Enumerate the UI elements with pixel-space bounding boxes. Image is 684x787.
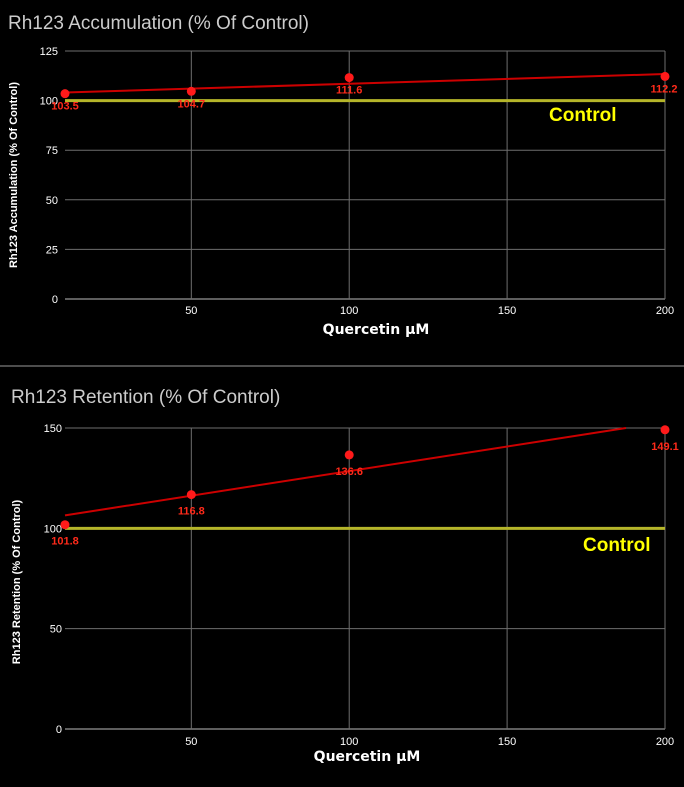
x-tick-label: 50 bbox=[185, 305, 197, 317]
y-tick-label: 0 bbox=[52, 294, 58, 306]
data-label: 101.8 bbox=[51, 536, 79, 548]
chart-title: Rh123 Accumulation (% Of Control) bbox=[8, 13, 309, 34]
x-tick-label: 150 bbox=[498, 736, 516, 748]
control-label: Control bbox=[583, 535, 651, 556]
control-label: Control bbox=[549, 105, 617, 126]
data-point bbox=[344, 73, 354, 83]
y-tick-label: 50 bbox=[50, 624, 62, 636]
accumulation-chart: Rh123 Accumulation (% Of Control) 0 25 50 7… bbox=[8, 13, 677, 338]
y-tick-label: 50 bbox=[46, 195, 58, 207]
x-tick-label: 100 bbox=[340, 736, 358, 748]
data-point bbox=[186, 490, 196, 500]
y-tick-label: 100 bbox=[44, 523, 62, 535]
y-axis-label: Rh123 Accumulation (% Of Control) bbox=[8, 82, 20, 268]
data-label: 104.7 bbox=[178, 98, 206, 110]
y-tick-label: 100 bbox=[40, 96, 58, 108]
x-tick-label: 200 bbox=[656, 305, 674, 317]
trendline bbox=[64, 73, 666, 94]
data-label: 136.6 bbox=[335, 466, 363, 478]
chart-title: Rh123 Retention (% Of Control) bbox=[11, 387, 280, 408]
data-label: 116.8 bbox=[178, 506, 205, 518]
data-label: 149.1 bbox=[651, 441, 679, 453]
x-axis-label: Quercetin µM bbox=[314, 749, 421, 765]
data-point bbox=[660, 71, 670, 81]
y-axis-label: Rh123 Retention (% Of Control) bbox=[11, 499, 23, 664]
trendline bbox=[64, 427, 627, 517]
data-point bbox=[60, 520, 70, 530]
x-tick-label: 50 bbox=[185, 736, 197, 748]
data-label: 103.5 bbox=[51, 101, 79, 113]
retention-chart: Rh123 Retention (% Of Control) 0 50 100 150… bbox=[11, 387, 679, 765]
data-point bbox=[186, 86, 196, 96]
data-point bbox=[344, 450, 354, 460]
y-tick-label: 125 bbox=[40, 46, 58, 58]
y-tick-label: 150 bbox=[44, 423, 62, 435]
y-tick-label: 25 bbox=[46, 244, 58, 256]
data-point bbox=[660, 425, 670, 435]
x-tick-label: 200 bbox=[656, 736, 674, 748]
y-tick-label: 0 bbox=[56, 724, 62, 736]
x-tick-label: 150 bbox=[498, 305, 516, 317]
x-tick-label: 100 bbox=[340, 305, 358, 317]
x-axis-label: Quercetin µM bbox=[323, 322, 430, 338]
y-tick-label: 75 bbox=[46, 145, 58, 157]
data-label: 112.2 bbox=[651, 83, 678, 95]
data-label: 111.6 bbox=[336, 85, 362, 97]
data-point bbox=[60, 89, 70, 99]
